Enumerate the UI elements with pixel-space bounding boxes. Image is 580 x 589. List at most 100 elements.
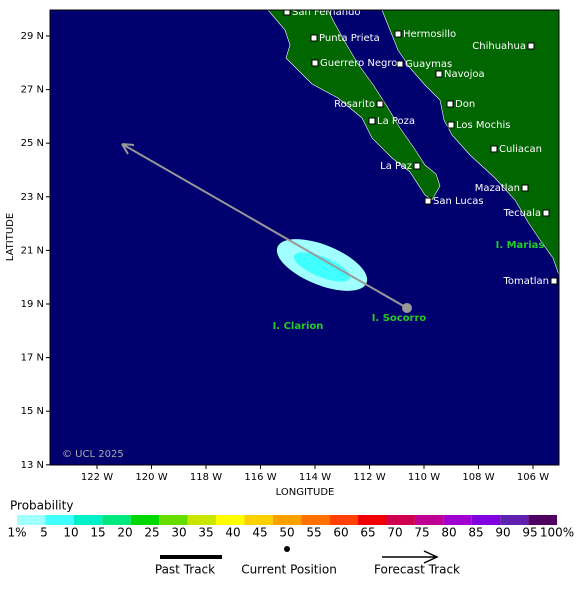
legend-swatch	[244, 515, 273, 525]
legend-swatch	[130, 515, 160, 525]
legend-swatch	[386, 515, 415, 525]
y-tick-label: 27 N	[21, 85, 44, 96]
place-marker	[413, 162, 421, 170]
x-tick-label: 116 W	[244, 472, 276, 483]
key-label: Forecast Track	[374, 563, 460, 577]
y-tick-label: 23 N	[21, 192, 44, 203]
current-position-marker	[402, 303, 412, 313]
place-label: La Poza	[377, 116, 415, 127]
track-arrowhead	[121, 143, 135, 155]
legend-label: 85	[468, 526, 483, 540]
current-position-symbol	[284, 546, 290, 552]
key-label: Past Track	[155, 563, 215, 577]
place-marker	[550, 277, 558, 285]
legend-swatch	[45, 515, 74, 525]
place-label: Los Mochis	[456, 120, 510, 131]
place-marker	[435, 70, 443, 78]
legend-label: 25	[144, 526, 159, 540]
place-label: Guaymas	[405, 59, 452, 70]
legend-swatch	[301, 515, 330, 525]
island-label: I. Marias	[496, 240, 545, 251]
place-marker	[368, 117, 376, 125]
place-marker	[311, 59, 319, 67]
legend-label: 15	[90, 526, 105, 540]
place-label: Don	[455, 99, 475, 110]
place-label: Guerrero Negro	[320, 58, 397, 69]
y-axis-label: LATITUDE	[5, 213, 16, 261]
y-tick-label: 25 N	[21, 138, 44, 149]
x-tick-label: 120 W	[135, 472, 167, 483]
x-tick-label: 118 W	[190, 472, 222, 483]
place-marker	[446, 100, 454, 108]
legend-swatch	[73, 515, 103, 525]
place-marker	[394, 30, 402, 38]
place-label: San Fernando	[292, 7, 361, 18]
place-label: Punta Prieta	[319, 33, 380, 44]
legend-label: 10	[63, 526, 78, 540]
legend-label: 40	[225, 526, 240, 540]
y-tick-label: 19 N	[21, 299, 44, 310]
legend-swatch	[471, 515, 501, 525]
legend-label: 65	[360, 526, 375, 540]
place-label: Rosarito	[334, 99, 375, 110]
legend-swatch	[102, 515, 131, 525]
place-marker	[396, 60, 404, 68]
legend-swatch	[358, 515, 387, 525]
y-tick-label: 15 N	[21, 406, 44, 417]
legend-label: 20	[117, 526, 132, 540]
x-tick-label: 108 W	[462, 472, 494, 483]
place-marker	[283, 10, 291, 16]
place-marker	[310, 34, 318, 42]
legend-swatch	[17, 515, 46, 525]
legend-label: 90	[495, 526, 510, 540]
legend-swatch	[159, 515, 188, 525]
probability-inner	[293, 252, 351, 282]
forecast-track-symbol	[382, 550, 439, 564]
legend-label: 95	[522, 526, 537, 540]
place-marker	[521, 184, 529, 192]
place-marker	[527, 42, 535, 50]
baja-peninsula	[267, 10, 441, 201]
legend-label: 60	[333, 526, 348, 540]
place-label: San Lucas	[433, 196, 484, 207]
places: San Fernando Punta Prieta Hermosillo Chihua…	[273, 7, 558, 332]
legend-label: 5	[40, 526, 48, 540]
legend-swatch	[528, 515, 557, 525]
map-frame	[49, 9, 560, 466]
place-label: Tomatlan	[502, 276, 549, 287]
island-label: I. Clarion	[273, 321, 324, 332]
place-marker	[490, 145, 498, 153]
place-marker	[542, 209, 550, 217]
y-tick-label: 17 N	[21, 353, 44, 364]
place-label: Navojoa	[444, 69, 485, 80]
x-tick-label: 122 W	[81, 472, 113, 483]
map-area: San Fernando Punta Prieta Hermosillo Chihua…	[50, 7, 559, 465]
place-label: Tecuala	[503, 208, 541, 219]
x-tick-label: 114 W	[299, 472, 331, 483]
track-line	[121, 143, 408, 309]
legend-label: 30	[171, 526, 186, 540]
legend-label: 1%	[7, 526, 26, 540]
place-marker	[447, 121, 455, 129]
legend-label: 75	[414, 526, 429, 540]
legend-swatch	[500, 515, 529, 525]
credit: © UCL 2025	[62, 449, 124, 460]
key-label: Current Position	[241, 563, 337, 577]
place-marker	[424, 197, 432, 205]
legend-title: Probability	[10, 499, 73, 513]
y-tick-label: 21 N	[21, 245, 44, 256]
y-tick-label: 29 N	[21, 31, 44, 42]
place-label: Culiacan	[499, 144, 542, 155]
legend-swatch	[187, 515, 216, 525]
axes: 122 W 120 W 118 W 116 W 114 W 112 W 110 W 108 W…	[21, 31, 550, 483]
place-label: Mazatlan	[475, 183, 520, 194]
legend-swatch	[272, 515, 302, 525]
legend: 1% 5 10 15 20 25 30 35 40 45 50 55 60 65 70 75 80 85 90 95 1…	[7, 515, 574, 540]
place-label: Chihuahua	[472, 41, 526, 52]
legend-swatch	[215, 515, 245, 525]
legend-label: 45	[252, 526, 267, 540]
legend-label: 70	[387, 526, 402, 540]
legend-swatch	[443, 515, 472, 525]
